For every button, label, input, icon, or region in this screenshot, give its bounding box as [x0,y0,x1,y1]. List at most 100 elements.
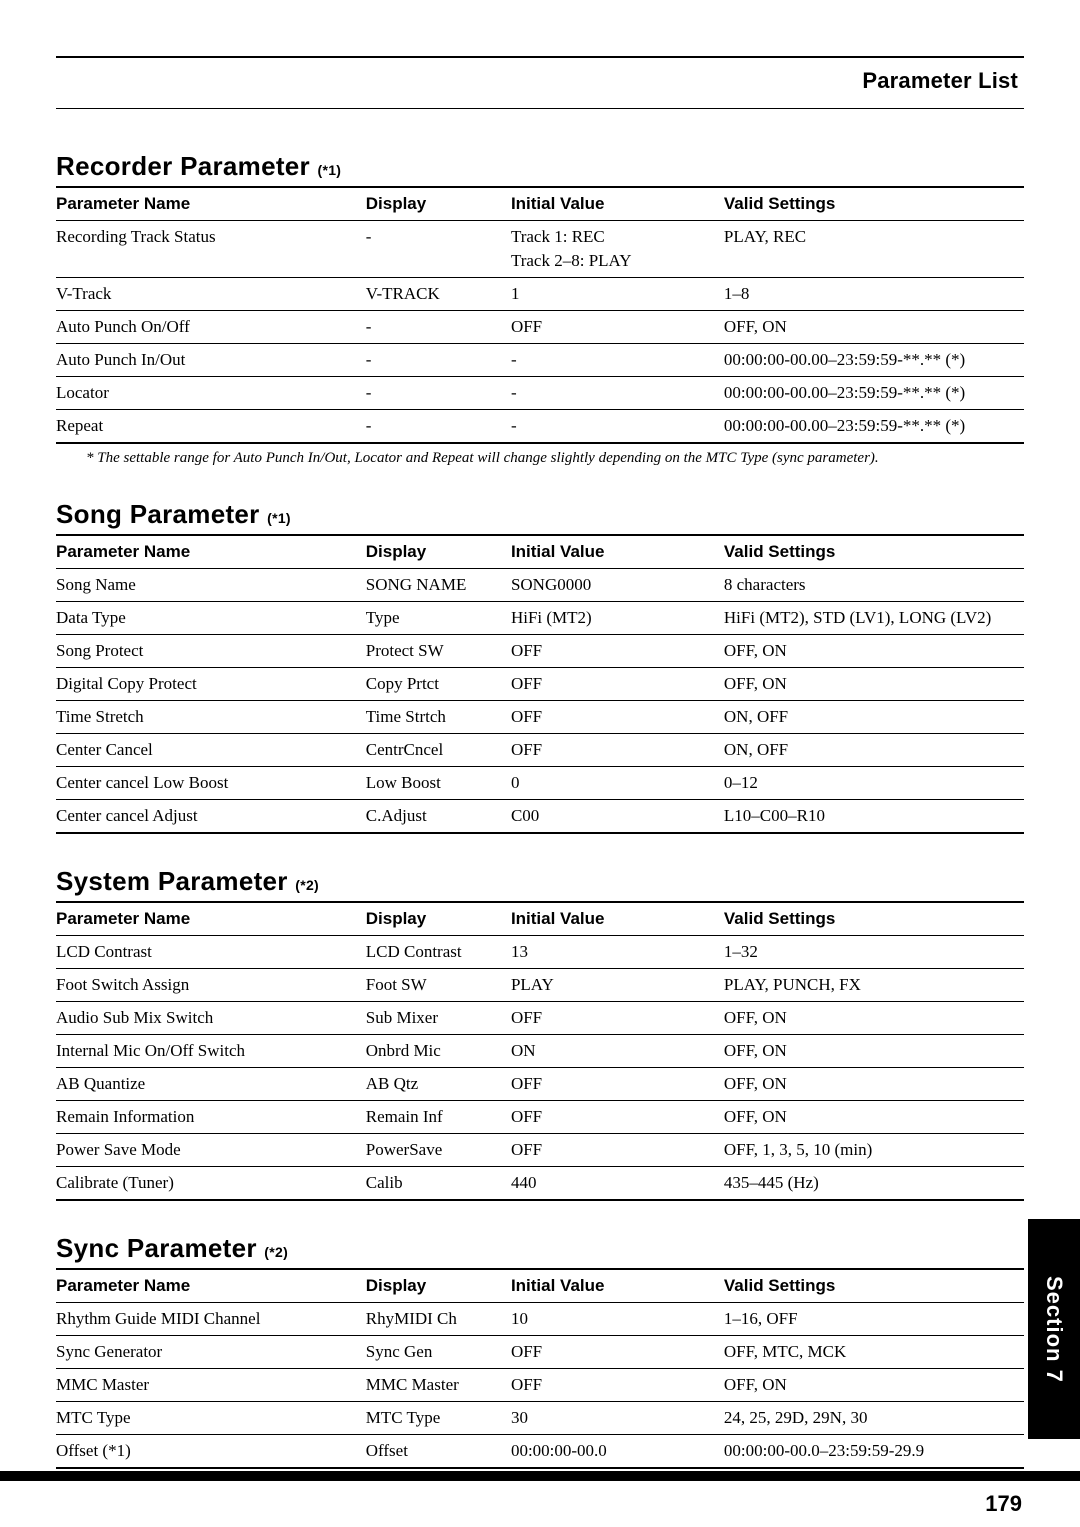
cell-display: Sync Gen [366,1336,511,1369]
cell-valid: OFF, 1, 3, 5, 10 (min) [724,1134,1024,1167]
cell-name: MTC Type [56,1402,366,1435]
table-row: Auto Punch On/Off-OFFOFF, ON [56,311,1024,344]
cell-name [56,249,366,278]
cell-initial: OFF [511,1101,724,1134]
cell-initial: 00:00:00-00.0 [511,1435,724,1469]
cell-display: - [366,410,511,444]
cell-valid: 435–445 (Hz) [724,1167,1024,1201]
cell-display: CentrCncel [366,734,511,767]
page-header: Parameter List [56,64,1024,108]
cell-display: Offset [366,1435,511,1469]
table-row: Center cancel Low BoostLow Boost00–12 [56,767,1024,800]
cell-name: Remain Information [56,1101,366,1134]
cell-display: Time Strtch [366,701,511,734]
th-display: Display [366,187,511,221]
cell-initial: OFF [511,635,724,668]
cell-valid: OFF, ON [724,668,1024,701]
cell-name: Foot Switch Assign [56,969,366,1002]
cell-display: Type [366,602,511,635]
cell-initial: OFF [511,311,724,344]
cell-initial: 30 [511,1402,724,1435]
cell-name: Rhythm Guide MIDI Channel [56,1303,366,1336]
footer-bar [0,1471,1080,1481]
cell-valid: OFF, ON [724,1035,1024,1068]
page: Parameter List Recorder Parameter (*1) P… [0,0,1080,1527]
sync-title-sup: (*2) [264,1244,288,1260]
recorder-tbody: Recording Track Status-Track 1: RECPLAY,… [56,221,1024,444]
table-row: AB QuantizeAB QtzOFFOFF, ON [56,1068,1024,1101]
th-display: Display [366,902,511,936]
cell-initial: OFF [511,668,724,701]
cell-display: - [366,377,511,410]
cell-valid: 0–12 [724,767,1024,800]
cell-initial: 1 [511,278,724,311]
cell-valid: ON, OFF [724,701,1024,734]
header-rule-top [56,56,1024,58]
sync-section: Sync Parameter (*2) Parameter Name Displ… [56,1233,1024,1469]
cell-display: Calib [366,1167,511,1201]
cell-initial: OFF [511,1002,724,1035]
cell-name: Song Protect [56,635,366,668]
cell-valid: OFF, ON [724,1369,1024,1402]
cell-valid: 1–8 [724,278,1024,311]
cell-display: V-TRACK [366,278,511,311]
song-title-sup: (*1) [267,510,291,526]
cell-display: LCD Contrast [366,936,511,969]
cell-name: Calibrate (Tuner) [56,1167,366,1201]
table-header-row: Parameter Name Display Initial Value Val… [56,535,1024,569]
cell-valid: 00:00:00-00.00–23:59:59-**.** (*) [724,410,1024,444]
cell-initial: OFF [511,734,724,767]
th-display: Display [366,1269,511,1303]
cell-valid: 00:00:00-00.00–23:59:59-**.** (*) [724,377,1024,410]
cell-name: Audio Sub Mix Switch [56,1002,366,1035]
cell-initial: OFF [511,1068,724,1101]
cell-initial: HiFi (MT2) [511,602,724,635]
table-row: Locator--00:00:00-00.00–23:59:59-**.** (… [56,377,1024,410]
recorder-section: Recorder Parameter (*1) Parameter Name D… [56,151,1024,467]
cell-name: Recording Track Status [56,221,366,250]
table-row: Sync GeneratorSync GenOFFOFF, MTC, MCK [56,1336,1024,1369]
cell-initial: ON [511,1035,724,1068]
table-row: Data TypeTypeHiFi (MT2)HiFi (MT2), STD (… [56,602,1024,635]
th-valid: Valid Settings [724,902,1024,936]
cell-valid: 1–32 [724,936,1024,969]
recorder-footnote: * The settable range for Auto Punch In/O… [56,444,1024,467]
cell-initial: 13 [511,936,724,969]
recorder-title-text: Recorder Parameter [56,151,310,181]
th-name: Parameter Name [56,1269,366,1303]
song-title-text: Song Parameter [56,499,260,529]
cell-initial: PLAY [511,969,724,1002]
cell-name: Time Stretch [56,701,366,734]
table-row: MMC MasterMMC MasterOFFOFF, ON [56,1369,1024,1402]
table-row: Repeat--00:00:00-00.00–23:59:59-**.** (*… [56,410,1024,444]
th-initial: Initial Value [511,535,724,569]
cell-display: PowerSave [366,1134,511,1167]
cell-initial: 0 [511,767,724,800]
cell-name: Center cancel Low Boost [56,767,366,800]
section-tab: Section 7 [1028,1219,1080,1439]
cell-name: Repeat [56,410,366,444]
cell-name: Sync Generator [56,1336,366,1369]
cell-name: MMC Master [56,1369,366,1402]
system-tbody: LCD ContrastLCD Contrast131–32Foot Switc… [56,936,1024,1201]
cell-name: Power Save Mode [56,1134,366,1167]
table-subrow: Track 2–8: PLAY [56,249,1024,278]
cell-name: Data Type [56,602,366,635]
cell-name: Auto Punch In/Out [56,344,366,377]
th-valid: Valid Settings [724,1269,1024,1303]
table-row: LCD ContrastLCD Contrast131–32 [56,936,1024,969]
th-valid: Valid Settings [724,187,1024,221]
table-row: Song ProtectProtect SWOFFOFF, ON [56,635,1024,668]
cell-display: - [366,311,511,344]
cell-valid: 00:00:00-00.00–23:59:59-**.** (*) [724,344,1024,377]
table-row: Song NameSONG NAMESONG00008 characters [56,569,1024,602]
table-row: Auto Punch In/Out--00:00:00-00.00–23:59:… [56,344,1024,377]
cell-valid: OFF, ON [724,635,1024,668]
cell-valid: 24, 25, 29D, 29N, 30 [724,1402,1024,1435]
cell-initial: OFF [511,1134,724,1167]
sync-tbody: Rhythm Guide MIDI ChannelRhyMIDI Ch101–1… [56,1303,1024,1469]
cell-display: Remain Inf [366,1101,511,1134]
cell-valid: OFF, ON [724,1068,1024,1101]
table-header-row: Parameter Name Display Initial Value Val… [56,1269,1024,1303]
th-initial: Initial Value [511,187,724,221]
